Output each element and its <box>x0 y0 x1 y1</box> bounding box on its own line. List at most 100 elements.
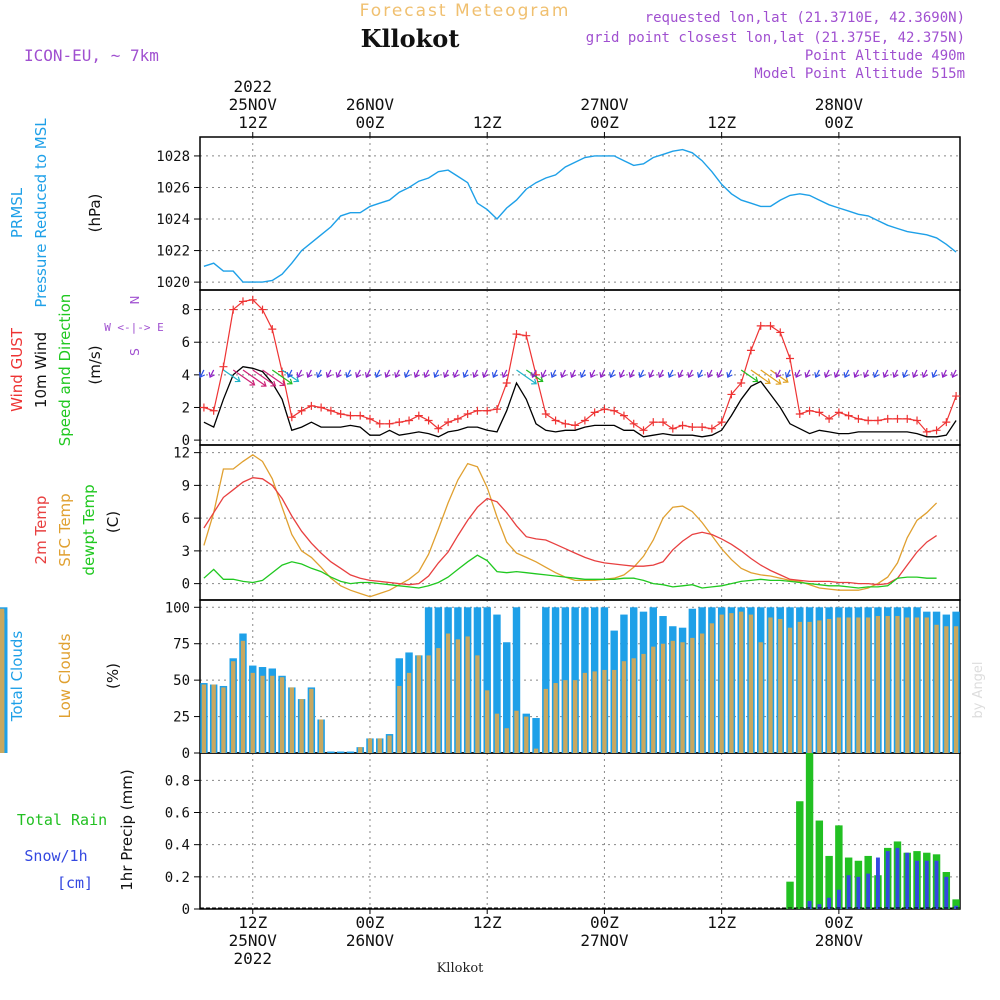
low-cloud-bar <box>612 669 617 753</box>
low-cloud-bar <box>729 613 734 753</box>
wind-direction-arrow <box>688 369 693 378</box>
y-tick-label: 50 <box>173 673 190 689</box>
wind-arrowhead <box>403 372 411 378</box>
gust-marker <box>453 414 462 423</box>
wind-direction-arrow <box>473 369 478 378</box>
year-label: 2022 <box>233 77 272 96</box>
gust-marker <box>522 331 531 340</box>
compass-s: S <box>128 348 142 356</box>
low-cloud-bar <box>309 688 314 753</box>
panel-frame <box>199 752 961 910</box>
rain-bar <box>786 881 794 909</box>
low-cloud-bar <box>778 618 783 753</box>
wind-direction-arrow <box>893 369 899 378</box>
low-cloud-bar <box>406 672 412 753</box>
compass-n: N <box>128 296 142 305</box>
low-cloud-bar <box>318 719 324 753</box>
wind-direction-arrow <box>750 369 771 384</box>
wind-direction-arrow <box>356 369 361 378</box>
wind-arrowhead <box>550 372 557 378</box>
wind-arrowhead <box>706 372 714 378</box>
total-cloud-bar <box>336 751 345 753</box>
gust-marker <box>913 416 922 425</box>
low-cloud-bar <box>358 747 363 753</box>
wind-direction-arrow <box>346 369 351 378</box>
location-info-line: Point Altitude 490m <box>805 48 965 64</box>
gust-marker <box>932 426 941 435</box>
snow-bar <box>875 857 880 909</box>
gust-marker <box>844 411 853 420</box>
rain-bar <box>796 801 804 909</box>
gust-marker <box>854 414 863 423</box>
location-info-line: requested lon,lat (21.3710E, 42.3690N) <box>645 10 965 26</box>
wind-direction-arrow <box>834 369 840 378</box>
wind-arrowhead <box>599 372 606 378</box>
wind-arrowhead <box>293 376 300 383</box>
y-tick-label: 8 <box>182 303 190 319</box>
gust-marker <box>356 411 365 420</box>
wind-arrowhead <box>794 372 801 378</box>
temp2m-line <box>203 477 937 586</box>
low-cloud-bar <box>533 748 539 753</box>
wind-direction-arrow <box>232 369 255 386</box>
wind-direction-arrow <box>883 369 889 378</box>
wind-arrowhead <box>501 372 508 378</box>
wind-arrowhead <box>911 372 919 378</box>
y-tick-label: 12 <box>173 446 190 462</box>
time-hour-label: 12Z <box>473 113 502 132</box>
low-cloud-bar <box>572 680 578 753</box>
wind-direction-arrow <box>951 369 957 378</box>
low-cloud-bar <box>279 677 285 753</box>
wind-direction-arrow <box>785 369 791 378</box>
wind-arrowhead <box>234 376 241 383</box>
time-hour-label: 00Z <box>590 113 619 132</box>
total-cloud-bar <box>532 718 540 753</box>
wind-direction-arrow <box>854 369 859 378</box>
wind-arrowhead <box>775 379 782 385</box>
gust-marker <box>737 379 746 387</box>
low-cloud-bar <box>660 643 666 753</box>
low-cloud-bar <box>836 617 842 753</box>
low-cloud-bar <box>514 710 519 753</box>
temp-label-sfc: SFC Temp <box>56 493 74 566</box>
y-tick-label: 0.6 <box>165 806 190 822</box>
low-cloud-bar <box>221 687 226 753</box>
wind-direction-arrow <box>516 369 537 385</box>
rain-bar <box>815 820 824 909</box>
gust-marker <box>893 414 902 423</box>
wind-direction-arrow <box>678 369 684 378</box>
gust-marker <box>922 427 931 436</box>
low-cloud-bar <box>270 675 275 753</box>
wind-arrowhead <box>752 376 759 383</box>
temp-label-2m: 2m Temp <box>32 496 50 565</box>
time-hour-label: 00Z <box>824 913 853 932</box>
wind-label-10m: 10m Wind <box>32 332 50 408</box>
wind-direction-arrow <box>444 369 449 378</box>
low-cloud-bar <box>553 683 558 753</box>
y-tick-label: 3 <box>182 544 190 560</box>
gust-marker <box>727 390 736 399</box>
low-cloud-bar <box>953 626 959 753</box>
low-cloud-bar <box>367 738 373 753</box>
wind-arrowhead <box>609 372 616 378</box>
snow-bar <box>944 876 949 909</box>
time-day-label: 26NOV <box>346 931 395 950</box>
wind-direction-arrow <box>336 369 342 378</box>
low-cloud-bar <box>416 655 421 753</box>
wind-arrowhead <box>618 372 626 378</box>
total-cloud-bar <box>542 607 550 753</box>
wind-arrowhead <box>537 376 544 383</box>
wind-direction-arrow <box>844 369 850 378</box>
low-cloud-bar <box>260 675 265 753</box>
precip-unit: 1hr Precip (mm) <box>118 769 136 890</box>
wind-arrowhead <box>296 372 303 378</box>
gust-line <box>203 299 957 433</box>
low-cloud-bar <box>895 616 900 753</box>
panel-4: 0 0.2 0.4 0.6 0.8 <box>165 752 961 918</box>
low-cloud-bar <box>651 646 656 753</box>
low-cloud-bar <box>504 728 509 753</box>
wind-direction-arrow <box>760 369 782 385</box>
y-tick-label: 75 <box>173 637 190 653</box>
wind-arrowhead <box>443 372 450 378</box>
